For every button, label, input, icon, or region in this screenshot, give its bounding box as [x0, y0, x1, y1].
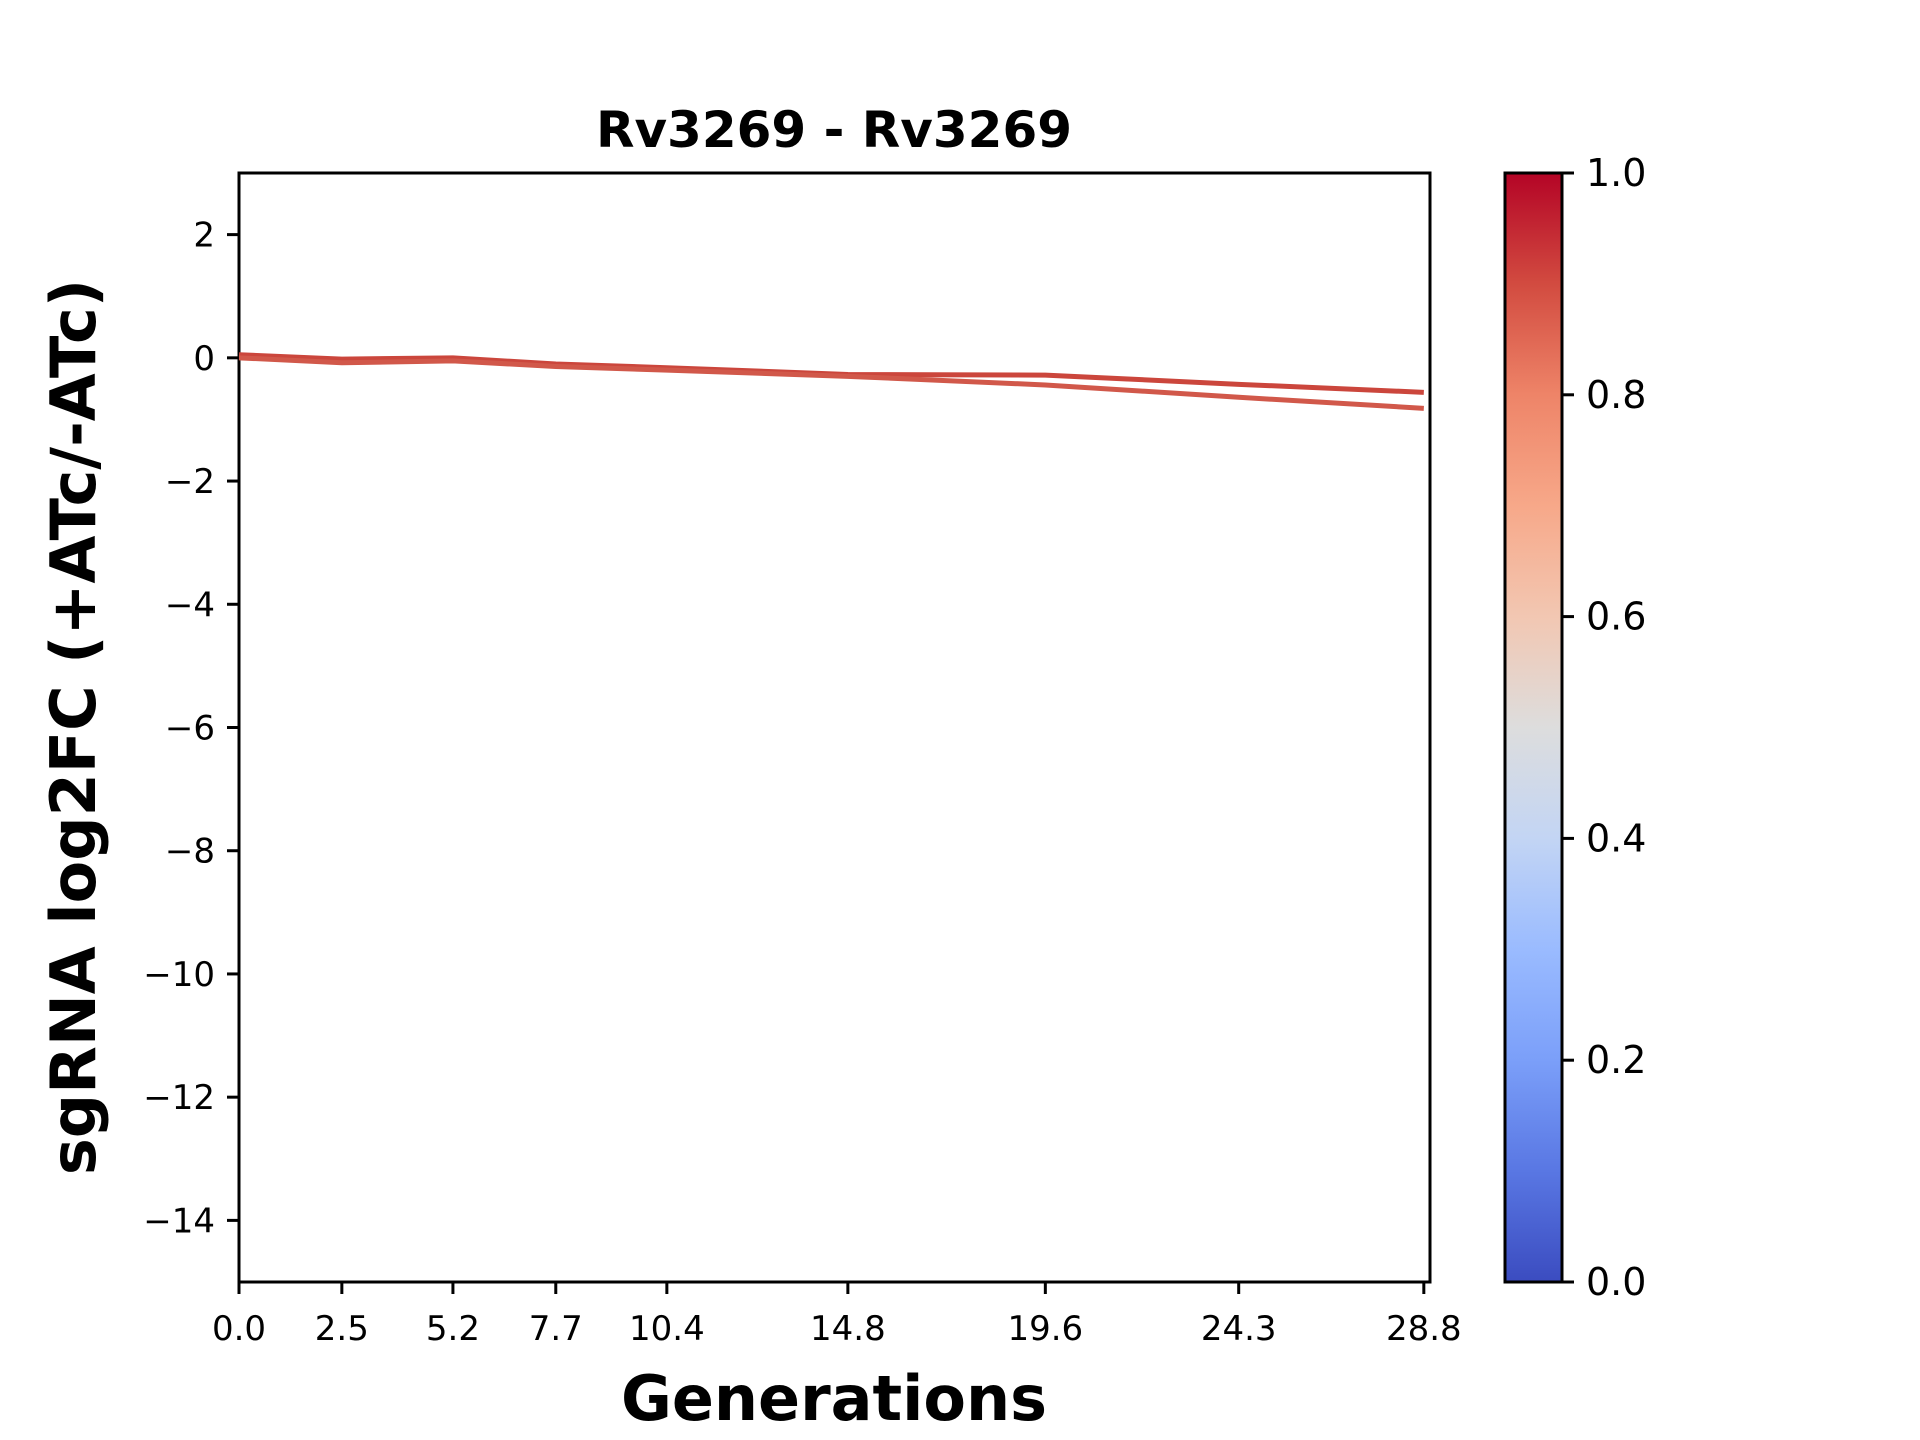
colorbar-tick-label: 0.8: [1586, 373, 1646, 417]
y-tick-label: −4: [165, 585, 215, 625]
x-axis-ticks: 0.0 2.5 5.2 7.7 10.4 14.8 19.6 24.3 28.8: [212, 1282, 1462, 1349]
x-tick-label: 19.6: [1007, 1309, 1083, 1349]
colorbar-tick-label: 0.6: [1586, 595, 1646, 639]
x-axis-label: Generations: [621, 1362, 1047, 1435]
x-tick-label: 28.8: [1386, 1309, 1462, 1349]
colorbar-tick-label: 0.2: [1586, 1038, 1646, 1082]
x-tick-label: 10.4: [629, 1309, 705, 1349]
colorbar-ticks: 1.0 0.8 0.6 0.4 0.2 0.0: [1562, 151, 1646, 1304]
colorbar: [1503, 171, 1564, 1284]
series-line-2: [238, 355, 1424, 411]
x-tick-label: 14.8: [810, 1309, 886, 1349]
y-tick-label: −8: [165, 832, 215, 872]
y-tick-label: −2: [165, 462, 215, 502]
plot-area: [237, 171, 1432, 1284]
y-tick-label: −12: [143, 1078, 215, 1118]
x-tick-label: 0.0: [212, 1309, 266, 1349]
y-tick-label: −14: [143, 1201, 215, 1241]
y-tick-label: −6: [165, 709, 215, 749]
data-series-lines: [238, 352, 1424, 411]
x-tick-label: 7.7: [529, 1309, 583, 1349]
colorbar-tick-label: 0.0: [1586, 1260, 1646, 1304]
y-axis-ticks: 2 0 −2 −4 −6 −8 −10 −12 −14: [143, 216, 239, 1241]
x-tick-label: 2.5: [315, 1309, 369, 1349]
colorbar-tick-label: 1.0: [1586, 151, 1646, 195]
y-axis-label: sgRNA log2FC (+ATc/-ATc): [37, 279, 110, 1175]
y-tick-label: 0: [193, 339, 215, 379]
x-tick-label: 24.3: [1201, 1309, 1277, 1349]
y-tick-label: 2: [193, 216, 215, 256]
chart-title: Rv3269 - Rv3269: [596, 101, 1072, 159]
y-tick-label: −10: [143, 955, 215, 995]
x-tick-label: 5.2: [426, 1309, 480, 1349]
colorbar-tick-label: 0.4: [1586, 816, 1646, 860]
